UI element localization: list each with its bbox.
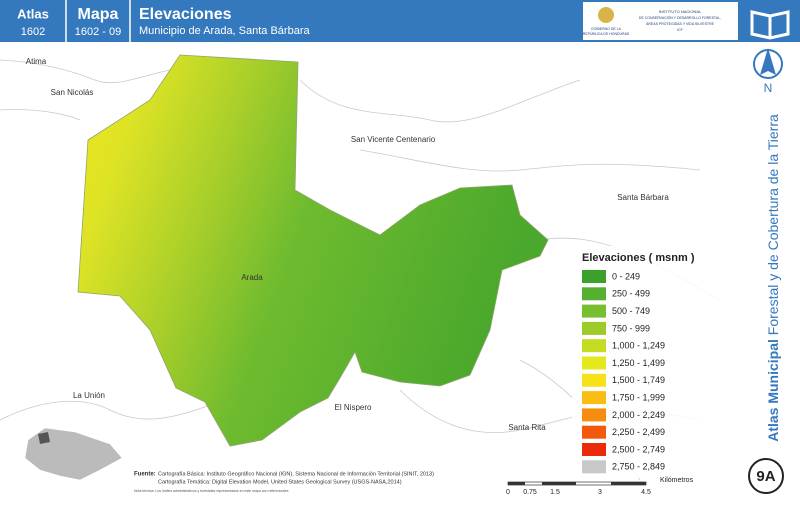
legend-label: 250 - 499 (612, 289, 650, 299)
legend-swatch (582, 339, 606, 353)
legend-label: 2,500 - 2,749 (612, 444, 665, 454)
scale-tick: 4.5 (641, 489, 651, 496)
coat-of-arms (598, 7, 614, 23)
place-label: San Nicolás (51, 88, 94, 97)
legend-swatch (582, 287, 606, 301)
logo-left-line: GOBIERNO DE LA (591, 27, 622, 31)
legend-swatch (582, 270, 606, 283)
legend-label: 1,250 - 1,499 (612, 358, 665, 368)
legend-swatch (582, 373, 606, 387)
logo-right-line: DE CONSERVACIÓN Y DESARROLLO FORESTAL, (639, 15, 721, 20)
place-label: La Unión (73, 391, 105, 400)
legend-label: 500 - 749 (612, 306, 650, 316)
series-title: Atlas Municipal Forestal y de Cobertura … (765, 114, 781, 442)
place-label: El Nispero (335, 403, 372, 412)
scale-tick: 3 (598, 489, 602, 496)
scale-tick: 0 (506, 489, 510, 496)
legend-label: 2,250 - 2,499 (612, 427, 665, 437)
legend-label: 1,750 - 1,999 (612, 392, 665, 402)
place-label: San Vicente Centenario (351, 135, 436, 144)
logo-right-line: ÁREAS PROTEGIDAS Y VIDA SILVESTRE (646, 22, 715, 26)
legend-label: 0 - 249 (612, 271, 640, 281)
scale-tick: 1.5 (550, 489, 560, 496)
legend-swatch (582, 425, 606, 439)
scale-bar (507, 481, 647, 486)
legend-label: 750 - 999 (612, 323, 650, 333)
logo-right-line: INSTITUTO NACIONAL (659, 9, 702, 14)
source-line: Cartografía Temática: Digital Elevation … (158, 479, 402, 485)
source-line: Cartografía Básica: Instituto Geográfico… (158, 471, 434, 477)
legend-swatch (582, 356, 606, 370)
legend-swatch (582, 460, 606, 474)
place-label: Atima (26, 57, 47, 66)
source-label: Fuente: (134, 472, 156, 478)
logo-right-line: ICF (677, 28, 683, 32)
legend-label: 2,000 - 2,249 (612, 410, 665, 420)
legend-swatch (582, 304, 606, 318)
municipality-elevation (77, 54, 549, 447)
place-label: Santa Rita (508, 423, 546, 432)
atlas-number: 1602 (21, 26, 45, 38)
book-icon (750, 10, 790, 40)
place-label: Arada (241, 273, 263, 282)
map-subtitle: Municipio de Arada, Santa Bárbara (139, 25, 310, 37)
legend-title: Elevaciones ( msnm ) (582, 252, 695, 264)
scale-unit: Kilómetros (660, 477, 694, 484)
logo-left-line: REPÚBLICA DE HONDURAS (583, 32, 630, 36)
legend-swatch (582, 443, 606, 456)
legend-swatch (582, 408, 606, 422)
legend-swatch (582, 391, 606, 405)
legend-swatch (582, 321, 606, 335)
map-title: Elevaciones (139, 6, 232, 23)
north-label: N (764, 81, 773, 95)
north-arrow (760, 48, 776, 75)
sheet-number: 9A (756, 468, 775, 485)
place-label: Santa Bárbara (617, 193, 669, 202)
legend-label: 2,750 - 2,849 (612, 462, 665, 472)
technical-note: Nota técnica: Los límites administrativo… (134, 489, 289, 493)
map-label: Mapa (78, 6, 119, 23)
legend-label: 1,000 - 1,249 (612, 341, 665, 351)
atlas-label: Atlas (17, 6, 49, 21)
map-number: 1602 - 09 (75, 26, 121, 38)
legend-label: 1,500 - 1,749 (612, 375, 665, 385)
scale-tick: 0.75 (523, 489, 537, 496)
